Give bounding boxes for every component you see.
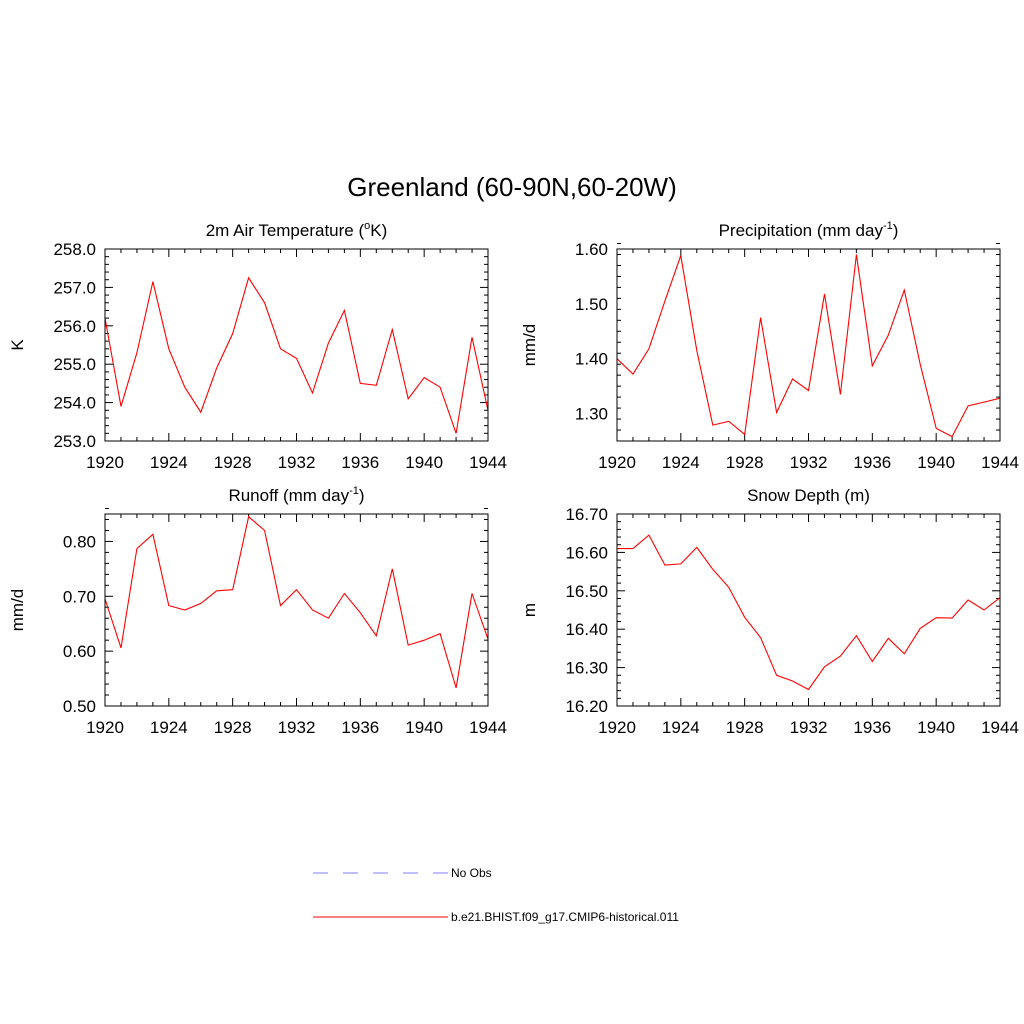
x-tick-label-precipitation: 1940: [917, 453, 955, 472]
plot-frame-precipitation: [616, 248, 1001, 442]
x-tick-label-temperature: 1944: [469, 453, 507, 472]
panel-temperature: 2m Air Temperature (oK) K 1920 1924 1928 1932…: [8, 220, 507, 472]
legend: No Obs b.e21.BHIST.f09_g17.CMIP6-histori…: [313, 866, 679, 924]
y-axis-label-precipitation: mm/d: [520, 324, 539, 367]
x-tick-label-runoff: 1932: [278, 718, 316, 737]
x-tick-label-runoff: 1936: [341, 718, 379, 737]
x-tick-label-runoff: 1920: [86, 718, 124, 737]
x-tick-label-runoff: 1928: [214, 718, 252, 737]
y-tick-label-temperature: 258.0: [53, 240, 96, 259]
x-tick-label-runoff: 1924: [150, 718, 188, 737]
x-tick-label-runoff: 1944: [469, 718, 507, 737]
y-tick-label-snow-depth: 16.70: [565, 505, 608, 524]
y-axis-label-snow-depth: m: [520, 603, 539, 617]
legend-label-model: b.e21.BHIST.f09_g17.CMIP6-historical.011: [451, 910, 679, 924]
x-tick-label-precipitation: 1924: [662, 453, 700, 472]
plot-frame-snow-depth: [616, 513, 1001, 707]
panel-snow-depth: Snow Depth (m) m 1920 1924 1928 1932 1936 1940 1…: [520, 486, 1019, 737]
y-tick-label-snow-depth: 16.20: [565, 697, 608, 716]
y-tick-label-snow-depth: 16.50: [565, 582, 608, 601]
panel-precipitation: Precipitation (mm day-1) mm/d 1920 1924 1928…: [520, 220, 1019, 472]
x-tick-label-temperature: 1920: [86, 453, 124, 472]
y-tick-label-runoff: 0.80: [63, 532, 96, 551]
x-tick-label-precipitation: 1944: [981, 453, 1019, 472]
legend-label-no-obs: No Obs: [451, 866, 492, 880]
x-tick-label-precipitation: 1936: [853, 453, 891, 472]
y-axis-label-runoff: mm/d: [8, 589, 27, 632]
figure-title: Greenland (60-90N,60-20W): [347, 172, 677, 202]
y-tick-label-snow-depth: 16.40: [565, 620, 608, 639]
panel-title-precipitation: Precipitation (mm day-1): [719, 220, 899, 240]
series-line-runoff: [104, 515, 489, 689]
x-tick-label-precipitation: 1928: [726, 453, 764, 472]
y-axis-label-temperature: K: [8, 339, 27, 351]
y-tick-label-temperature: 253.0: [53, 432, 96, 451]
y-tick-label-snow-depth: 16.30: [565, 659, 608, 678]
y-tick-label-temperature: 256.0: [53, 317, 96, 336]
y-tick-label-temperature: 254.0: [53, 394, 96, 413]
y-tick-label-temperature: 255.0: [53, 355, 96, 374]
panel-title-snow-depth: Snow Depth (m): [747, 486, 870, 505]
y-tick-label-runoff: 0.70: [63, 587, 96, 606]
plot-frame-temperature: [104, 248, 489, 442]
y-tick-label-precipitation: 1.60: [575, 240, 608, 259]
x-tick-label-snow-depth: 1920: [598, 718, 636, 737]
y-tick-label-runoff: 0.60: [63, 642, 96, 661]
plot-frame-runoff: [104, 513, 489, 707]
x-tick-label-snow-depth: 1936: [853, 718, 891, 737]
panel-title-temperature: 2m Air Temperature (oK): [206, 220, 388, 240]
series-line-precipitation: [616, 254, 1001, 438]
x-tick-label-temperature: 1928: [214, 453, 252, 472]
x-tick-label-runoff: 1940: [405, 718, 443, 737]
panels: 2m Air Temperature (oK) K 1920 1924 1928 1932…: [8, 220, 1019, 737]
x-tick-label-snow-depth: 1944: [981, 718, 1019, 737]
x-tick-label-snow-depth: 1940: [917, 718, 955, 737]
y-tick-label-precipitation: 1.30: [575, 405, 608, 424]
x-tick-label-snow-depth: 1924: [662, 718, 700, 737]
x-tick-label-snow-depth: 1928: [726, 718, 764, 737]
series-line-snow-depth: [617, 534, 1001, 691]
series-line-temperature: [104, 276, 489, 434]
x-tick-label-temperature: 1940: [405, 453, 443, 472]
y-tick-label-runoff: 0.50: [63, 697, 96, 716]
x-tick-label-snow-depth: 1932: [790, 718, 828, 737]
y-tick-label-precipitation: 1.40: [575, 350, 608, 369]
y-tick-label-precipitation: 1.50: [575, 295, 608, 314]
x-tick-label-temperature: 1936: [341, 453, 379, 472]
x-tick-label-temperature: 1924: [150, 453, 188, 472]
x-tick-label-precipitation: 1920: [598, 453, 636, 472]
y-tick-label-temperature: 257.0: [53, 278, 96, 297]
panel-runoff: Runoff (mm day-1) mm/d 1920 1924 1928 1932 193…: [8, 485, 507, 737]
panel-title-runoff: Runoff (mm day-1): [228, 485, 364, 505]
x-tick-label-temperature: 1932: [278, 453, 316, 472]
x-tick-label-precipitation: 1932: [790, 453, 828, 472]
y-tick-label-snow-depth: 16.60: [565, 543, 608, 562]
